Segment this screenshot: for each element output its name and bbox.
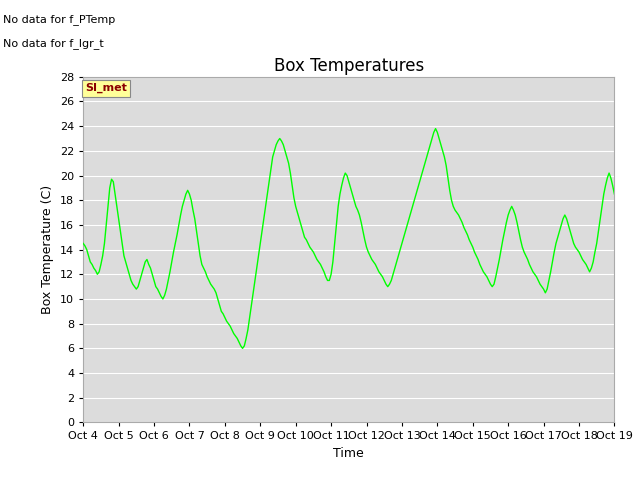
Y-axis label: Box Temperature (C): Box Temperature (C) [42,185,54,314]
X-axis label: Time: Time [333,447,364,460]
Text: SI_met: SI_met [85,83,127,93]
Text: No data for f_PTemp: No data for f_PTemp [3,14,115,25]
Text: No data for f_lgr_t: No data for f_lgr_t [3,38,104,49]
Title: Box Temperatures: Box Temperatures [274,57,424,75]
